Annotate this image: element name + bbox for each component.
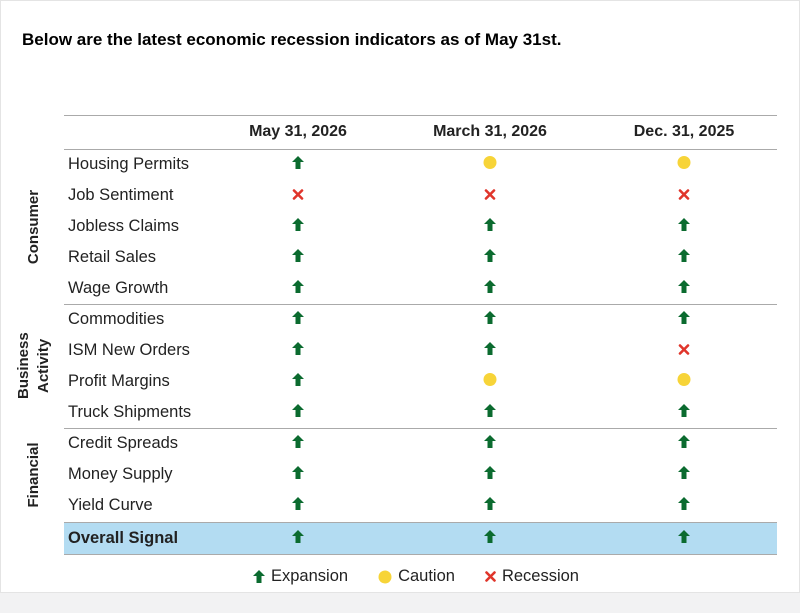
legend-item: Recession xyxy=(485,567,579,586)
signal-icon xyxy=(484,434,496,453)
signal-icon xyxy=(678,279,690,298)
signal-icon xyxy=(484,403,496,422)
row-label: Overall Signal xyxy=(68,529,179,547)
row-label: Credit Spreads xyxy=(68,433,179,452)
column-header: March 31, 2026 xyxy=(433,123,547,140)
signal-icon xyxy=(292,341,304,360)
rule xyxy=(64,115,777,116)
row-label: Job Sentiment xyxy=(68,185,174,204)
signal-icon xyxy=(484,496,496,515)
signal-icon xyxy=(678,434,690,453)
signal-icon xyxy=(677,372,691,391)
row-label: Jobless Claims xyxy=(68,216,179,235)
signal-icon xyxy=(292,496,304,515)
legend-item: Caution xyxy=(378,567,455,586)
legend-icon xyxy=(378,570,392,584)
signal-icon xyxy=(484,341,496,360)
signal-icon xyxy=(678,310,690,329)
row-label: Yield Curve xyxy=(68,495,153,514)
legend-label: Caution xyxy=(398,567,455,585)
row-label: Housing Permits xyxy=(68,154,190,173)
column-header: Dec. 31, 2025 xyxy=(633,123,735,140)
row-label: Truck Shipments xyxy=(68,402,192,421)
signal-icon xyxy=(678,217,690,236)
signal-icon xyxy=(484,530,496,548)
signal-icon xyxy=(292,248,304,267)
signal-icon xyxy=(292,403,304,422)
signal-icon xyxy=(484,279,496,298)
row-label: Money Supply xyxy=(68,464,173,483)
signal-icon xyxy=(292,465,304,484)
signal-icon xyxy=(292,217,304,236)
signal-icon xyxy=(292,279,304,298)
legend-item: Expansion xyxy=(253,567,348,586)
signal-icon xyxy=(292,530,304,548)
group-label: Business Activity xyxy=(15,332,52,400)
signal-icon xyxy=(292,372,304,391)
signal-icon xyxy=(292,187,304,205)
row-label: ISM New Orders xyxy=(68,340,190,359)
legend-icon xyxy=(253,570,265,583)
row-label: Wage Growth xyxy=(68,278,169,297)
group-label: Financial xyxy=(25,441,42,508)
signal-icon xyxy=(678,187,690,205)
overall-row xyxy=(64,522,777,555)
signal-icon xyxy=(292,155,304,174)
signal-icon xyxy=(678,342,690,360)
signal-icon xyxy=(678,403,690,422)
panel: Below are the latest economic recession … xyxy=(0,0,800,593)
title: Below are the latest economic recession … xyxy=(22,30,562,49)
signal-icon xyxy=(292,310,304,329)
legend: Expansion Caution Recession xyxy=(1,567,800,586)
rule xyxy=(64,149,777,150)
rule xyxy=(64,304,777,305)
signal-icon xyxy=(484,465,496,484)
signal-icon xyxy=(678,496,690,515)
rule xyxy=(64,428,777,429)
signal-icon xyxy=(484,187,496,205)
signal-icon xyxy=(483,372,497,391)
signal-icon xyxy=(678,248,690,267)
row-label: Commodities xyxy=(68,309,165,328)
legend-label: Recession xyxy=(501,567,579,585)
signal-icon xyxy=(678,530,690,548)
row-label: Retail Sales xyxy=(68,247,157,266)
signal-icon xyxy=(677,155,691,174)
legend-icon xyxy=(485,571,496,582)
signal-icon xyxy=(484,248,496,267)
legend-label: Expansion xyxy=(271,567,349,585)
signal-icon xyxy=(484,310,496,329)
row-label: Profit Margins xyxy=(68,371,170,390)
column-header: May 31, 2026 xyxy=(249,123,347,140)
signal-icon xyxy=(292,434,304,453)
signal-icon xyxy=(483,155,497,174)
signal-icon xyxy=(484,217,496,236)
signal-icon xyxy=(678,465,690,484)
group-label: Consumer xyxy=(25,189,42,264)
